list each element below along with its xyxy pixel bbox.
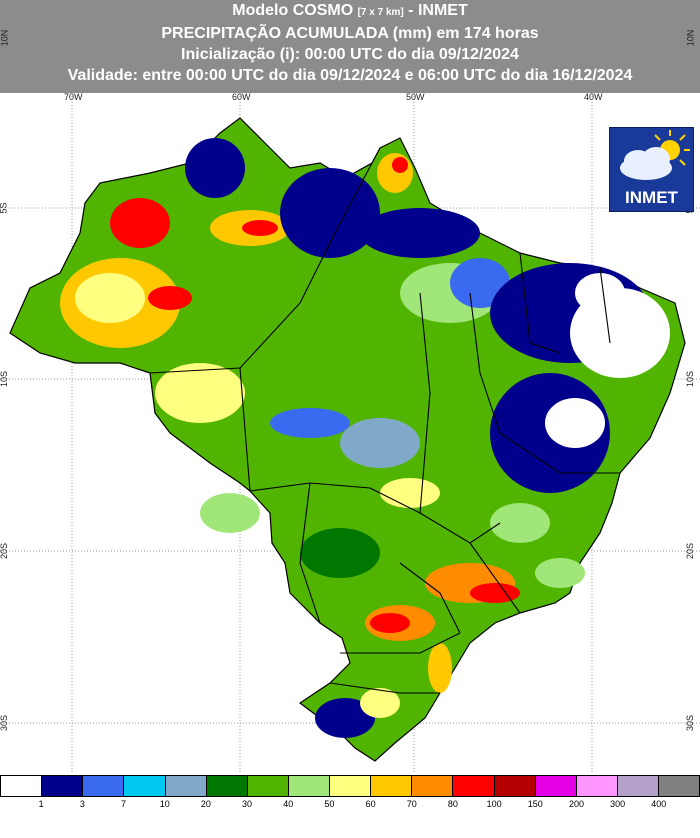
legend-label: 7 xyxy=(121,799,127,809)
precipitation-patches xyxy=(60,138,670,738)
validity-line: Validade: entre 00:00 UTC do dia 09/12/2… xyxy=(67,67,633,84)
lat-label-right-20s: 20S xyxy=(685,542,696,560)
legend-label: 200 xyxy=(568,799,584,809)
state-borders xyxy=(149,162,620,694)
legend-swatch xyxy=(247,776,289,796)
legend-label: 3 xyxy=(79,799,85,809)
lon-label-70w: 70W xyxy=(64,92,83,102)
lon-label-50w: 50W xyxy=(406,92,425,102)
legend-label: 10 xyxy=(159,799,170,809)
lat-label-right-30s: 30S xyxy=(685,714,696,732)
legend-label: 30 xyxy=(242,799,253,809)
lat-label-left-30s: 30S xyxy=(0,714,10,732)
legend-swatch xyxy=(453,776,495,796)
legend-label: 300 xyxy=(610,799,626,809)
title-model-line: Modelo COSMO [7 x 7 km] - INMET xyxy=(232,2,468,19)
lat-label-left-5s: 5S xyxy=(0,202,9,214)
legend-label: 70 xyxy=(406,799,417,809)
legend-swatch xyxy=(206,776,248,796)
inmet-logo: INMET xyxy=(609,127,694,212)
legend-label: 1 xyxy=(38,799,44,809)
legend-label: 40 xyxy=(283,799,294,809)
legend-label: 150 xyxy=(527,799,543,809)
title-variable-line: PRECIPITAÇÃO ACUMULADA (mm) em 174 horas xyxy=(161,25,539,42)
legend-label: 50 xyxy=(324,799,335,809)
legend-swatch xyxy=(330,776,372,796)
lat-label-left-10s: 10S xyxy=(0,370,10,388)
inmet-logo-text: INMET xyxy=(625,188,678,207)
brazil-map-graphic xyxy=(0,93,700,774)
legend-swatch xyxy=(576,776,618,796)
legend-swatch xyxy=(494,776,536,796)
legend-label: 80 xyxy=(447,799,458,809)
map-header: Modelo COSMO [7 x 7 km] - INMET PRECIPIT… xyxy=(0,0,700,93)
legend-color-bar xyxy=(0,775,700,797)
legend-swatch xyxy=(371,776,413,796)
legend-swatch xyxy=(1,776,43,796)
lon-label-40w: 40W xyxy=(584,92,603,102)
lon-label-60w: 60W xyxy=(232,92,251,102)
lat-label-right-10n: 10N xyxy=(685,29,696,47)
lat-label-left-20s: 20S xyxy=(0,542,10,560)
initialization-line: Inicialização (i): 00:00 UTC do dia 09/1… xyxy=(181,46,519,63)
legend-swatch xyxy=(412,776,454,796)
lat-label-right-10s: 10S xyxy=(685,370,696,388)
legend-swatch xyxy=(165,776,207,796)
lat-label-left-10n: 10N xyxy=(0,29,10,47)
legend-label: 60 xyxy=(365,799,376,809)
legend-swatch xyxy=(124,776,166,796)
legend-swatch xyxy=(659,776,700,796)
legend-label: 400 xyxy=(651,799,667,809)
legend-swatch xyxy=(83,776,125,796)
legend-swatch xyxy=(42,776,84,796)
legend-swatch xyxy=(288,776,330,796)
precipitation-map: 70W 60W 50W 40W 10N 5S 10S 20S 30S 10N 5… xyxy=(0,30,700,774)
legend-label: 20 xyxy=(200,799,211,809)
precipitation-legend: 1 3 7 10 20 30 40 50 60 70 80 100 150 200 300 400 xyxy=(0,774,700,838)
legend-swatch xyxy=(535,776,577,796)
legend-swatch xyxy=(617,776,659,796)
cloud-sun-icon xyxy=(620,130,690,180)
legend-label: 100 xyxy=(486,799,502,809)
